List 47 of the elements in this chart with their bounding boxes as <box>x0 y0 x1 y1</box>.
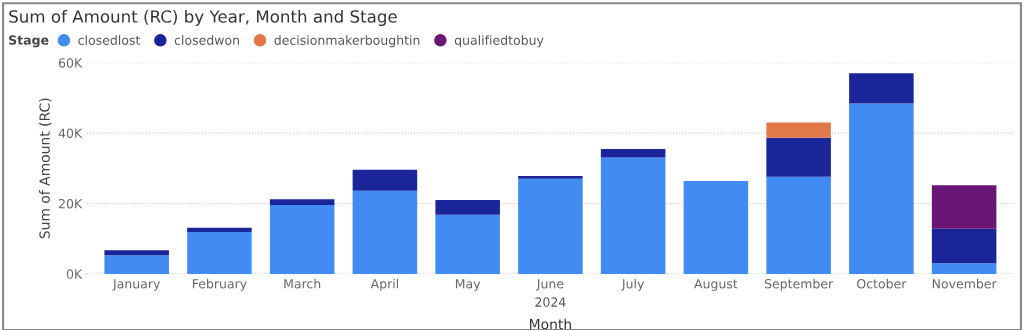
x-tick-label: April <box>370 278 399 291</box>
x-tick-label: May <box>455 279 481 291</box>
bar <box>600 148 666 158</box>
y-tick-label: 20K <box>58 198 83 209</box>
x-tick-label: November <box>932 278 997 289</box>
bar <box>931 228 997 264</box>
bar <box>269 204 335 274</box>
bar <box>187 227 252 233</box>
x-tick-label: June <box>536 279 564 291</box>
x-tick-label: July <box>621 278 645 291</box>
bar <box>766 122 831 138</box>
bar <box>931 263 997 274</box>
bar <box>766 137 831 177</box>
text: 2024 <box>535 297 566 307</box>
y-tick-label: 60K <box>58 58 83 68</box>
bar <box>683 180 749 274</box>
legend-label: decisionmakerboughtin <box>274 35 420 48</box>
y-tick-label: 0K <box>66 269 83 279</box>
x-tick-label: August <box>694 279 738 291</box>
bar <box>518 176 583 179</box>
bar <box>352 169 418 191</box>
x-tick-label: January <box>112 279 161 291</box>
bar <box>435 199 500 215</box>
bar <box>931 185 997 229</box>
x-tick-label: October <box>857 278 907 289</box>
bar <box>104 250 169 256</box>
legend-title: Stage <box>9 35 49 48</box>
x-tick-label: September <box>764 278 834 291</box>
x-axis-title: Month <box>530 318 571 330</box>
y-tick-label: 40K <box>58 128 83 139</box>
bar <box>849 103 914 274</box>
bar <box>269 199 335 205</box>
legend-label: closedwon <box>174 35 239 45</box>
bar <box>187 232 252 274</box>
legend-label: qualifiedtobuy <box>454 35 544 48</box>
x-tick-label: February <box>192 278 247 291</box>
bar <box>435 214 500 274</box>
bar <box>849 73 914 104</box>
bar <box>600 157 666 274</box>
y-axis-title: Sum of Amount (RC) <box>39 98 52 239</box>
x-tick-label: March <box>284 278 321 289</box>
legend-label: closedlost <box>78 35 141 45</box>
bar <box>766 176 831 274</box>
bar <box>518 178 583 274</box>
chart-title: Sum of Amount (RC) by Year, Month and Stage <box>9 9 397 27</box>
bar <box>104 255 169 274</box>
bar <box>352 190 418 274</box>
